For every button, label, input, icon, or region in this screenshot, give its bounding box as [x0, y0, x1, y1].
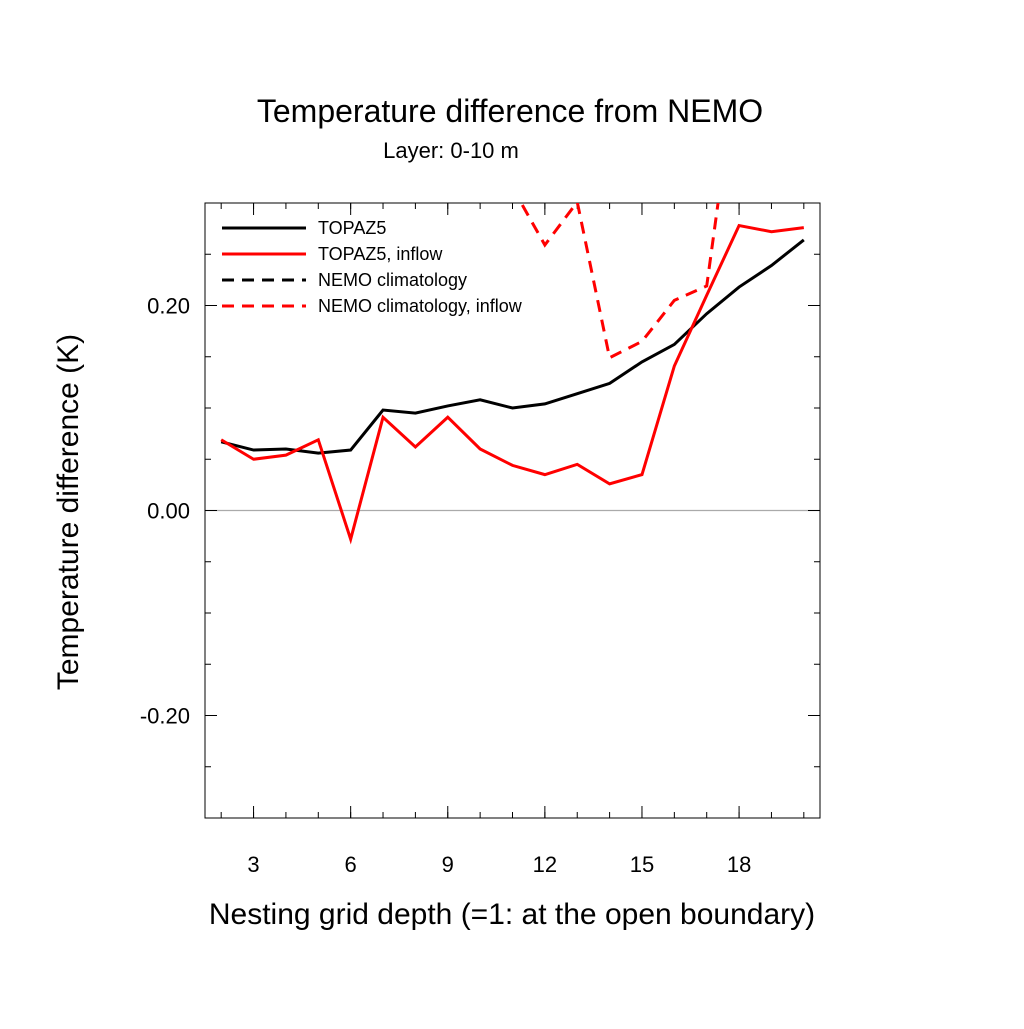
x-tick-label: 3 [247, 852, 259, 877]
legend-label: TOPAZ5 [318, 218, 386, 238]
y-tick-label: -0.20 [140, 704, 190, 729]
y-axis-label: Temperature difference (K) [52, 334, 85, 690]
chart-subtitle: Layer: 0-10 m [383, 138, 519, 163]
y-tick-label: 0.20 [147, 294, 190, 319]
x-axis-label: Nesting grid depth (=1: at the open boun… [209, 898, 815, 931]
series-line [220, 238, 805, 455]
x-tick-label: 12 [533, 852, 557, 877]
x-tick-label: 18 [727, 852, 751, 877]
x-tick-label: 9 [442, 852, 454, 877]
legend-label: NEMO climatology [318, 270, 467, 290]
series-line [220, 223, 805, 545]
legend-label: NEMO climatology, inflow [318, 296, 523, 316]
chart-title: Temperature difference from NEMO [257, 93, 763, 129]
y-tick-label: 0.00 [147, 499, 190, 524]
x-tick-label: 6 [345, 852, 357, 877]
plot-frame [204, 202, 821, 819]
legend-label: TOPAZ5, inflow [318, 244, 443, 264]
x-tick-label: 15 [630, 852, 654, 877]
